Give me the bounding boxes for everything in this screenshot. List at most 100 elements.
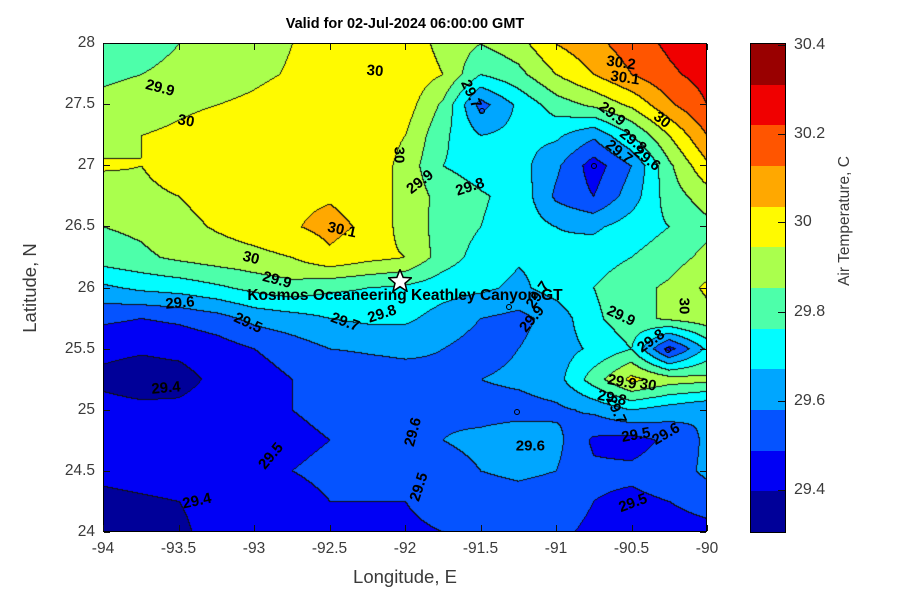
station-star-marker: [388, 268, 413, 292]
y-tick-label: 27.5: [64, 95, 95, 113]
y-tick-mark: [700, 409, 706, 411]
station-name-label: Kosmos Oceaneering Keathley Canyon GT: [247, 287, 563, 305]
x-tick-mark: [631, 44, 633, 50]
colorbar-band: [751, 369, 785, 411]
y-tick-label: 26: [77, 278, 95, 296]
y-tick-mark: [700, 470, 706, 472]
contour-label: 29.9: [403, 166, 437, 199]
contour-label: 30: [176, 111, 196, 132]
contour-label: 30: [638, 375, 658, 396]
colorbar-tick-label: 30: [794, 213, 812, 231]
y-tick-mark: [700, 104, 706, 106]
y-tick-mark: [700, 226, 706, 228]
x-tick-label: -94: [91, 540, 115, 557]
x-tick-mark: [103, 525, 104, 531]
contour-label: 29.7: [327, 308, 362, 335]
x-tick-mark: [480, 44, 482, 50]
colorbar-tick-mark: [778, 133, 785, 135]
x-tick-label: -90: [695, 540, 719, 557]
y-tick-label: 27: [77, 156, 95, 174]
y-tick-mark: [104, 348, 110, 350]
colorbar-tick-mark: [778, 222, 785, 224]
colorbar-tick-mark: [778, 44, 785, 46]
x-tick-mark: [480, 525, 482, 531]
x-tick-label: -90.5: [613, 540, 650, 557]
contour-label: 30: [365, 61, 384, 81]
colorbar-band: [751, 84, 785, 126]
contour-label: 29.6: [649, 419, 684, 449]
y-tick-mark: [700, 287, 706, 289]
y-tick-mark: [104, 470, 110, 472]
y-tick-mark: [104, 104, 110, 106]
colorbar-band: [751, 450, 785, 492]
colorbar-tick-mark: [778, 489, 785, 491]
colorbar-band: [751, 328, 785, 370]
contour-minimum-dot: [590, 163, 597, 170]
y-tick-mark: [104, 287, 110, 289]
y-tick-mark: [700, 348, 706, 350]
contour-label: 29.7: [457, 77, 486, 112]
colorbar-band: [751, 288, 785, 329]
y-tick-label: 25: [77, 400, 95, 418]
x-tick-mark: [631, 525, 633, 531]
y-tick-mark: [700, 43, 706, 44]
colorbar-tick-label: 29.4: [794, 480, 826, 498]
y-tick-mark: [104, 165, 110, 167]
y-tick-mark: [104, 226, 110, 228]
x-tick-mark: [405, 525, 406, 531]
contour-label: 29.6: [164, 293, 196, 314]
contour-minimum-dot: [513, 409, 520, 416]
contour-label: 29.5: [405, 470, 432, 504]
contour-label: 29.6: [400, 415, 425, 449]
colorbar: [750, 43, 786, 533]
y-tick-label: 24: [77, 523, 95, 540]
contour-label: 29.5: [254, 439, 287, 473]
y-tick-label: 24.5: [64, 461, 95, 479]
colorbar-band: [751, 206, 785, 248]
y-tick-mark: [104, 532, 110, 533]
x-tick-mark: [178, 525, 180, 531]
x-tick-mark: [329, 525, 331, 531]
contour-label: 29.8: [453, 174, 487, 200]
contour-label: 30: [240, 247, 262, 269]
colorbar-band: [751, 491, 785, 533]
x-axis-label: Longitude, E: [353, 566, 457, 587]
x-tick-label: -93.5: [160, 540, 197, 557]
x-tick-label: -92.5: [311, 540, 348, 557]
contour-label: 29.9: [144, 76, 177, 101]
contour-label: 29.6: [515, 437, 545, 455]
contour-label: 29.4: [180, 490, 213, 513]
colorbar-tick-mark: [778, 312, 785, 313]
colorbar-tick-label: 29.6: [794, 392, 826, 410]
y-tick-mark: [104, 43, 110, 44]
contour-label: 30.1: [609, 67, 642, 89]
contour-minimum-dot: [506, 304, 513, 311]
x-tick-mark: [254, 525, 255, 531]
y-tick-label: 28: [77, 34, 95, 51]
x-tick-mark: [254, 44, 255, 50]
colorbar-tick-label: 29.8: [794, 303, 826, 320]
x-tick-mark: [178, 44, 180, 50]
contour-label: 29.9: [595, 98, 629, 130]
contour-label: 30: [675, 297, 693, 315]
contour-label: 29.5: [231, 309, 265, 337]
x-tick-mark: [329, 44, 331, 50]
colorbar-band: [751, 410, 785, 451]
contour-label: 29.4: [151, 377, 182, 398]
colorbar-band: [751, 44, 785, 85]
contour-label: 29.5: [620, 424, 652, 447]
y-tick-mark: [700, 165, 706, 167]
colorbar-tick-label: 30.2: [794, 124, 826, 142]
contour-minimum-dot: [664, 346, 671, 353]
colorbar-tick-mark: [778, 401, 785, 403]
y-tick-label: 25.5: [64, 339, 95, 357]
y-tick-label: 26.5: [64, 217, 95, 235]
plot-title: Valid for 02-Jul-2024 06:00:00 GMT: [285, 16, 525, 32]
contour-label: 29.8: [365, 301, 399, 327]
x-tick-label: -93: [242, 540, 266, 557]
colorbar-band: [751, 247, 785, 289]
x-tick-label: -91.5: [462, 540, 499, 557]
contour-label: 30: [649, 108, 674, 132]
